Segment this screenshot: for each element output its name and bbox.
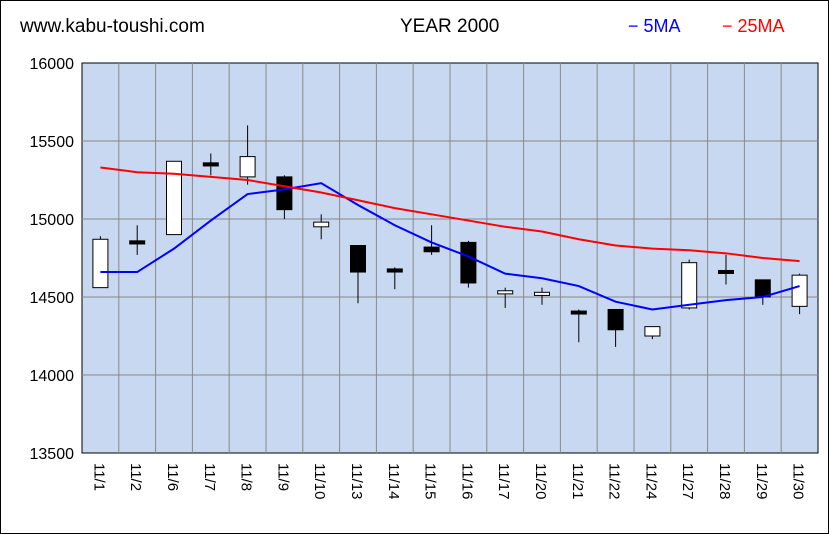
x-tick-label: 11/6 — [164, 463, 181, 491]
x-tick-label: 11/10 — [311, 463, 328, 499]
chart-title: YEAR 2000 — [400, 16, 500, 37]
candle-body-down — [570, 310, 587, 315]
candle-body-down — [350, 245, 366, 273]
x-tick-label: 11/27 — [679, 463, 696, 499]
x-tick-label: 11/22 — [606, 463, 623, 499]
x-tick-label: 11/16 — [458, 463, 475, 499]
candle-body-down — [718, 269, 734, 274]
ma5-line — [100, 182, 800, 311]
candle-body-up — [92, 238, 109, 289]
x-tick-label: 11/13 — [348, 463, 365, 499]
candle-body-down — [129, 240, 146, 245]
x-tick-label: 11/1 — [90, 463, 107, 491]
candle-body-up — [681, 262, 698, 309]
x-tick-label: 11/7 — [201, 463, 218, 491]
y-tick-label: 14500 — [30, 290, 75, 307]
x-tick-label: 11/17 — [495, 463, 512, 499]
x-tick-label: 11/14 — [385, 463, 402, 499]
candle-body-down — [423, 246, 440, 253]
y-tick-label: 13500 — [30, 446, 75, 463]
y-tick-label: 15500 — [30, 134, 75, 151]
candle-body-up — [497, 290, 514, 295]
legend-5ma: − 5MA — [628, 16, 681, 37]
x-tick-label: 11/28 — [716, 463, 733, 499]
x-tick-label: 11/30 — [790, 463, 807, 499]
legend-25ma-label: 25MA — [737, 16, 785, 36]
candle-body-up — [644, 326, 661, 337]
candle-body-up — [791, 274, 808, 307]
candle-body-up — [166, 160, 182, 236]
legend-5ma-swatch: − — [628, 16, 639, 36]
x-tick-label: 11/20 — [532, 463, 549, 499]
x-tick-label: 11/29 — [753, 463, 770, 499]
legend-25ma: − 25MA — [722, 16, 785, 37]
x-tick-label: 11/24 — [642, 463, 659, 499]
candle-body-down — [202, 162, 219, 167]
candle-body-down — [386, 268, 403, 273]
x-tick-label: 11/15 — [422, 463, 439, 499]
candle-body-up — [534, 291, 550, 296]
candle-body-down — [276, 176, 293, 211]
x-tick-label: 11/2 — [127, 463, 144, 491]
site-url: www.kabu-toushi.com — [20, 16, 205, 37]
candle-body-down — [460, 241, 477, 284]
legend-25ma-swatch: − — [722, 16, 733, 36]
x-tick-label: 11/9 — [274, 463, 291, 491]
x-tick-label: 11/8 — [238, 463, 255, 491]
y-tick-label: 16000 — [30, 56, 75, 73]
y-tick-label: 15000 — [30, 212, 75, 229]
candle-body-up — [313, 221, 330, 228]
y-tick-label: 14000 — [30, 368, 75, 385]
candle-body-up — [239, 156, 256, 178]
candle-body-down — [607, 308, 624, 331]
ma25-line — [100, 166, 800, 263]
x-tick-label: 11/21 — [569, 463, 586, 499]
legend-5ma-label: 5MA — [643, 16, 681, 36]
